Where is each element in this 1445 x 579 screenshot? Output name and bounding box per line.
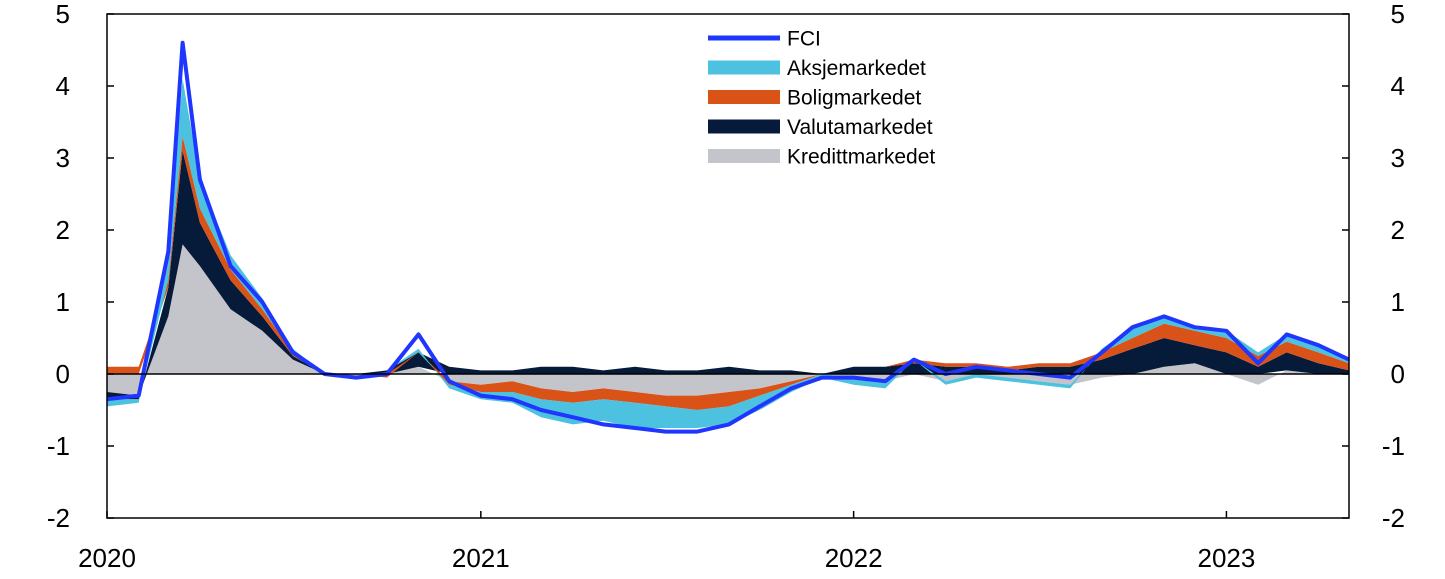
- y-tick-label-right: 3: [1391, 143, 1405, 173]
- fci-line-layer: [106, 40, 1350, 434]
- y-tick-label-left: -1: [47, 431, 70, 461]
- legend-label-boligmarkedet: Boligmarkedet: [787, 87, 921, 110]
- y-tick-label-left: 5: [56, 0, 70, 29]
- y-tick-label-left: -2: [47, 503, 70, 533]
- y-tick-label-left: 0: [56, 359, 70, 389]
- y-tick-label-right: 0: [1391, 359, 1405, 389]
- y-tick-label-left: 2: [56, 215, 70, 245]
- legend-label-fci: FCI: [787, 28, 821, 51]
- legend-label-valutamarkedet: Valutamarkedet: [787, 116, 933, 139]
- y-tick-label-right: 1: [1391, 287, 1405, 317]
- y-tick-label-right: -2: [1382, 503, 1405, 533]
- legend-label-aksjemarkedet: Aksjemarkedet: [787, 57, 926, 80]
- y-tick-label-left: 4: [56, 71, 70, 101]
- y-tick-label-right: -1: [1382, 431, 1405, 461]
- x-tick-label: 2020: [78, 543, 136, 573]
- legend-label-kredittmarkedet: Kredittmarkedet: [787, 146, 935, 169]
- y-tick-label-right: 4: [1391, 71, 1405, 101]
- legend-swatch-fci: [708, 35, 780, 41]
- x-tick-label: 2023: [1198, 543, 1256, 573]
- x-tick-label: 2021: [452, 543, 510, 573]
- y-axis-left: 5 4 3 2 1 0 -1 -2: [47, 0, 114, 533]
- legend-swatch-aksjemarkedet: [708, 60, 780, 75]
- x-tick-label: 2022: [825, 543, 883, 573]
- y-tick-label-right: 5: [1391, 0, 1405, 29]
- y-tick-label-left: 3: [56, 143, 70, 173]
- legend: FCI Aksjemarkedet Boligmarkedet Valutamarke…: [708, 28, 935, 169]
- legend-swatch-kredittmarkedet: [708, 149, 780, 163]
- y-axis-right: 5 4 3 2 1 0 -1 -2: [1342, 0, 1405, 533]
- legend-swatch-valutamarkedet: [708, 119, 780, 134]
- legend-swatch-boligmarkedet: [708, 90, 780, 104]
- y-tick-label-right: 2: [1391, 215, 1405, 245]
- x-axis: 2020 2021 2022 2023: [78, 511, 1255, 573]
- line-fci: [106, 40, 1350, 434]
- y-tick-label-left: 1: [56, 287, 70, 317]
- plot-frame: [106, 13, 1350, 519]
